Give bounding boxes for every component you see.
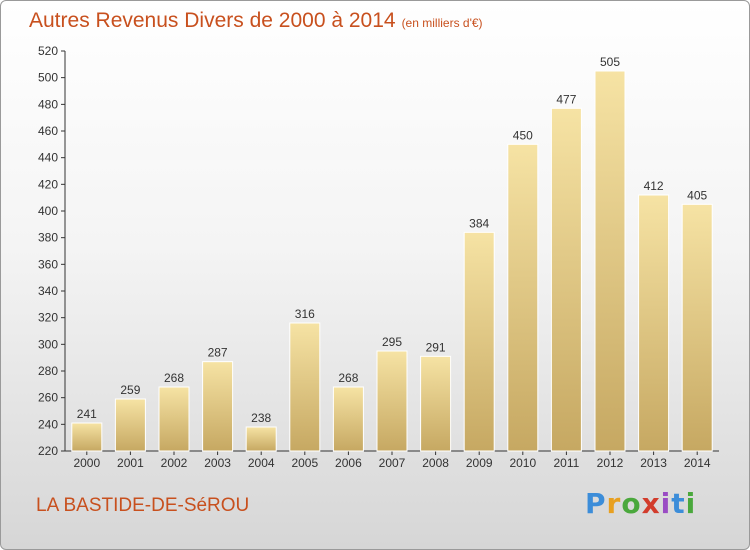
value-label-2003: 287	[208, 346, 228, 360]
bar-2014	[681, 203, 713, 452]
value-label-2005: 316	[295, 307, 315, 321]
value-label-2010: 450	[513, 128, 533, 142]
bar-2000	[71, 422, 103, 452]
chart-bars: 241 259 268 287 238 316 268 295 291 384 450 477 505 4…	[71, 55, 713, 452]
bar-2002	[158, 386, 190, 452]
value-label-2008: 291	[426, 340, 446, 354]
y-tick-label: 440	[38, 151, 58, 165]
logo-letter: P	[585, 487, 607, 520]
value-label-2000: 241	[77, 407, 97, 421]
x-tick-label-2008: 2008	[422, 456, 449, 470]
y-tick-label: 400	[38, 204, 58, 218]
logo-letter: r	[606, 487, 622, 520]
bar-2005	[289, 322, 321, 452]
value-label-2013: 412	[644, 179, 664, 193]
bar-2001	[114, 398, 146, 452]
y-tick-label: 460	[38, 124, 58, 138]
y-tick-label: 320	[38, 311, 58, 325]
x-tick-label-2006: 2006	[335, 456, 362, 470]
y-tick-label: 280	[38, 364, 58, 378]
bar-2012	[594, 70, 626, 452]
x-tick-label-2002: 2002	[161, 456, 188, 470]
chart-title-text: Autres Revenus Divers de 2000 à 2014	[29, 9, 396, 32]
value-label-2009: 384	[469, 216, 489, 230]
value-label-2012: 505	[600, 55, 620, 69]
x-tick-label-2010: 2010	[509, 456, 536, 470]
logo-letter: o	[621, 487, 642, 520]
logo-letter: i	[660, 487, 672, 520]
bar-2007	[376, 350, 408, 452]
x-tick-label-2000: 2000	[73, 456, 100, 470]
value-label-2014: 405	[687, 188, 707, 202]
x-tick-label-2013: 2013	[640, 456, 667, 470]
logo-letter: t	[671, 487, 686, 520]
y-tick-label: 360	[38, 257, 58, 271]
x-tick-label-2009: 2009	[466, 456, 493, 470]
x-tick-label-2012: 2012	[597, 456, 624, 470]
bar-2009	[463, 231, 495, 452]
y-tick-label: 240	[38, 417, 58, 431]
value-label-2001: 259	[120, 383, 140, 397]
y-tick-label: 420	[38, 177, 58, 191]
y-tick-label: 300	[38, 337, 58, 351]
value-label-2006: 268	[338, 371, 358, 385]
bar-2011	[550, 107, 582, 452]
chart-subtitle: (en milliers d'€)	[401, 16, 483, 30]
y-tick-label: 500	[38, 71, 58, 85]
x-tick-label-2004: 2004	[248, 456, 275, 470]
x-tick-label-2005: 2005	[291, 456, 318, 470]
bar-2004	[245, 426, 277, 452]
x-tick-label-2001: 2001	[117, 456, 144, 470]
y-tick-label: 220	[38, 444, 58, 458]
y-tick-label: 260	[38, 391, 58, 405]
chart-title: Autres Revenus Divers de 2000 à 2014 (en …	[29, 9, 483, 33]
bar-2010	[507, 143, 539, 452]
value-label-2007: 295	[382, 335, 402, 349]
x-tick-label-2011: 2011	[553, 456, 579, 470]
value-label-2004: 238	[251, 411, 271, 425]
bar-2008	[420, 355, 452, 452]
location-label: LA BASTIDE-DE-SéROU	[36, 495, 250, 516]
value-label-2002: 268	[164, 371, 184, 385]
bar-2003	[202, 361, 234, 452]
logo-letter: x	[641, 487, 661, 520]
x-tick-label-2014: 2014	[684, 456, 711, 470]
x-tick-label-2003: 2003	[204, 456, 231, 470]
x-tick-label-2007: 2007	[379, 456, 406, 470]
bar-2013	[638, 194, 670, 452]
logo-letter: i	[685, 487, 697, 520]
value-label-2011: 477	[556, 92, 576, 106]
y-tick-label: 520	[38, 44, 58, 58]
y-tick-label: 480	[38, 97, 58, 111]
y-tick-label: 380	[38, 231, 58, 245]
proxiti-logo: Proxiti	[585, 487, 696, 520]
bar-2006	[332, 386, 364, 452]
y-tick-label: 340	[38, 284, 58, 298]
